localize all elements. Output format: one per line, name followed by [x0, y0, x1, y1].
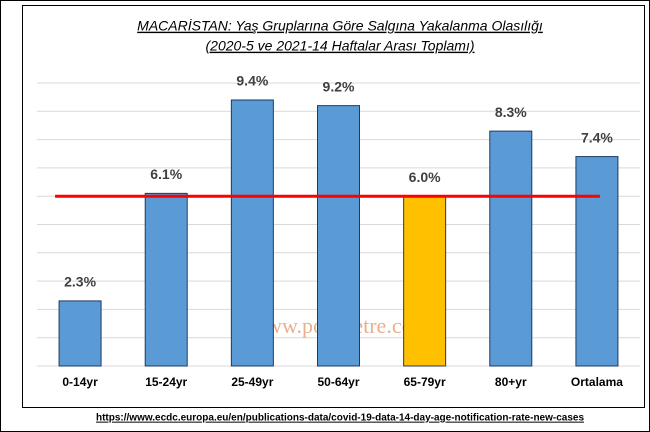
x-tick-label: 50-64yr: [317, 375, 359, 389]
value-label: 7.4%: [581, 129, 613, 145]
chart-subtitle: (2020-5 ve 2021-14 Haftalar Arası Toplam…: [206, 38, 475, 54]
bar: [403, 195, 447, 367]
value-label: 2.3%: [64, 274, 96, 290]
bar: [489, 130, 533, 367]
x-tick-label: 0-14yr: [62, 375, 98, 389]
bar: [575, 156, 619, 367]
bar: [144, 192, 188, 367]
bar: [58, 300, 102, 367]
x-tick-label: Ortalama: [571, 375, 623, 389]
value-label: 9.2%: [323, 78, 355, 94]
x-tick-label: 15-24yr: [145, 375, 187, 389]
value-label: 6.0%: [409, 169, 441, 185]
value-label: 9.4%: [236, 73, 268, 89]
bar: [317, 105, 360, 367]
x-tick-label: 80+yr: [495, 375, 527, 389]
chart-title: MACARİSTAN: Yaş Gruplarına Göre Salgına …: [137, 18, 543, 34]
source: https://www.ecdc.europa.eu/en/publicatio…: [96, 413, 584, 424]
x-tick-label: 25-49yr: [231, 375, 273, 389]
x-tick-label: 65-79yr: [404, 375, 446, 389]
value-label: 8.3%: [495, 104, 527, 120]
bar: [230, 99, 274, 367]
value-label: 6.1%: [150, 166, 182, 182]
